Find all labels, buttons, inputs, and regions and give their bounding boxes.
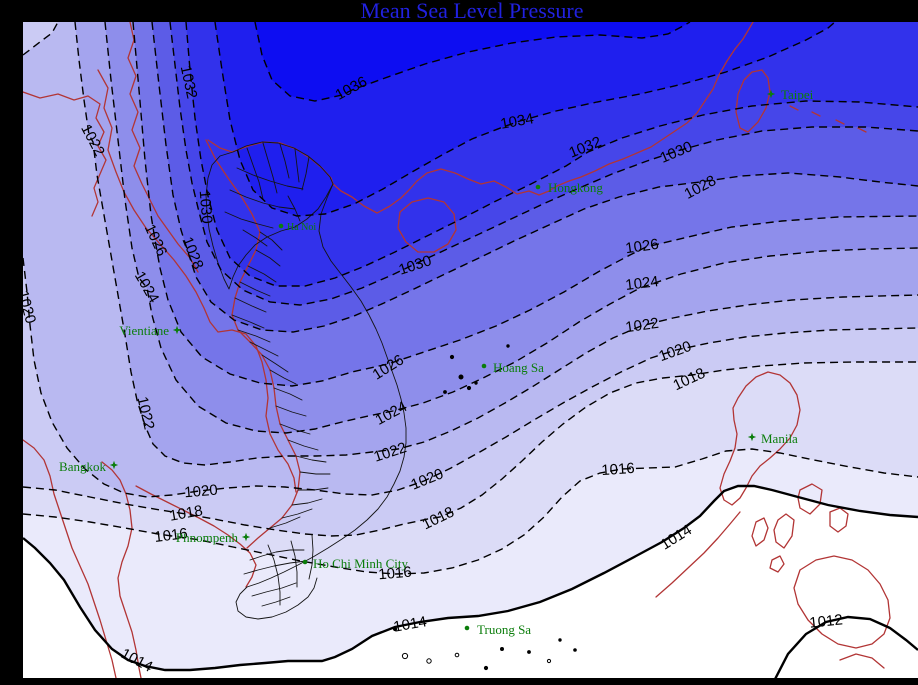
north-vietnam-provinces: [224, 142, 310, 247]
isobar-label-1016: 1016: [378, 564, 413, 584]
city-marker-dot: [481, 363, 487, 369]
isobar-dashed-1030: [169, 22, 918, 306]
china-inland-border: [23, 91, 107, 217]
city-marker-star: [766, 89, 776, 99]
left-border: [0, 0, 23, 685]
mindanao-coast: [793, 555, 891, 649]
isobar-dashed-1018: [23, 361, 918, 537]
title-bar: [0, 0, 918, 22]
city-marker-star: [241, 532, 251, 542]
city-label: Manila: [761, 431, 798, 446]
isobar-dashed-1024: [104, 22, 918, 434]
city-label: Hongkong: [548, 180, 603, 195]
isobar-solid-1012: [774, 615, 918, 678]
pressure-bands: [23, 22, 918, 670]
mekong-border: [97, 69, 297, 493]
isobar-dashed-1020: [23, 257, 918, 498]
city-marker-dot: [278, 223, 284, 229]
city-label: Ho Chi Minh City: [313, 556, 408, 571]
city-label: Taipei: [781, 87, 814, 102]
central-vietnam-provinces: [231, 231, 331, 529]
isobar-dashed-1026: [132, 22, 918, 387]
isobar-dashed-1016: [23, 448, 918, 575]
luzon-coast: [719, 371, 801, 506]
city-label: Truong Sa: [477, 622, 531, 637]
malay-peninsula-west: [23, 439, 117, 678]
isobar-label-1026: 1026: [624, 236, 659, 257]
city-marker-dot: [464, 625, 470, 631]
north-vietnam-outline: [205, 141, 334, 290]
isobar-label-1016: 1016: [601, 460, 635, 479]
province-boundaries: [205, 141, 407, 620]
isobar-label-1022: 1022: [624, 315, 659, 336]
isobar-label-1018: 1018: [168, 502, 204, 525]
mekong-delta-provinces: [235, 534, 318, 620]
isobar-label-1014: 1014: [392, 613, 428, 636]
samar-coast: [797, 483, 823, 515]
isobar-label-1024: 1024: [624, 273, 659, 294]
hainan-coast: [397, 197, 457, 253]
vietnam-coast: [246, 183, 407, 588]
myanmar-border: [127, 22, 199, 273]
city-marker-dot: [535, 184, 541, 190]
isobar-dashed-1036: [254, 22, 691, 102]
map-title: Mean Sea Level Pressure: [361, 0, 584, 23]
china-coast: [332, 22, 754, 214]
isobar-dashed-1028: [151, 22, 918, 333]
palawan-coast: [655, 511, 741, 598]
city-label: Ha Noi: [287, 222, 316, 233]
city-marker-star: [747, 432, 757, 442]
isobar-lines: [23, 22, 918, 678]
city-markers: Taipei Hongkong Ha Noi Vientiane Hoang Sa Ban…: [59, 87, 814, 637]
city-label: Vientiane: [119, 323, 169, 338]
bottom-border: [0, 678, 918, 685]
city-marker-dot: [302, 559, 308, 565]
isobar-dashed-1034: [214, 22, 836, 217]
city-label: Bangkok: [59, 459, 106, 474]
gulf-of-thailand-west: [101, 461, 142, 678]
isobar-label-1030: 1030: [196, 190, 216, 225]
pressure-band-1018-1020: [23, 22, 58, 55]
city-label: Phnompenh: [176, 530, 239, 545]
small-islands: [392, 344, 577, 671]
cambodia-coast: [135, 485, 257, 588]
isobar-dashed-1022: [74, 22, 918, 466]
isobar-solid-1014: [23, 484, 918, 672]
city-label: Hoang Sa: [493, 360, 544, 375]
pressure-band->=1036: [255, 22, 690, 101]
negros-coast: [773, 513, 795, 549]
isobar-label-1032: 1032: [177, 64, 201, 100]
panay-coast: [751, 517, 769, 547]
ryukyu-islets: [789, 105, 867, 133]
isobar-label-1012: 1012: [809, 611, 844, 631]
isobar-label-1020: 1020: [184, 482, 219, 502]
isobar-label-1034: 1034: [499, 110, 535, 133]
sulu-islets: [769, 555, 885, 669]
isobar-dashed-1020b: [23, 22, 59, 56]
isobar-label-1016: 1016: [153, 525, 188, 546]
city-marker-star: [109, 460, 119, 470]
city-marker-star: [172, 325, 182, 335]
